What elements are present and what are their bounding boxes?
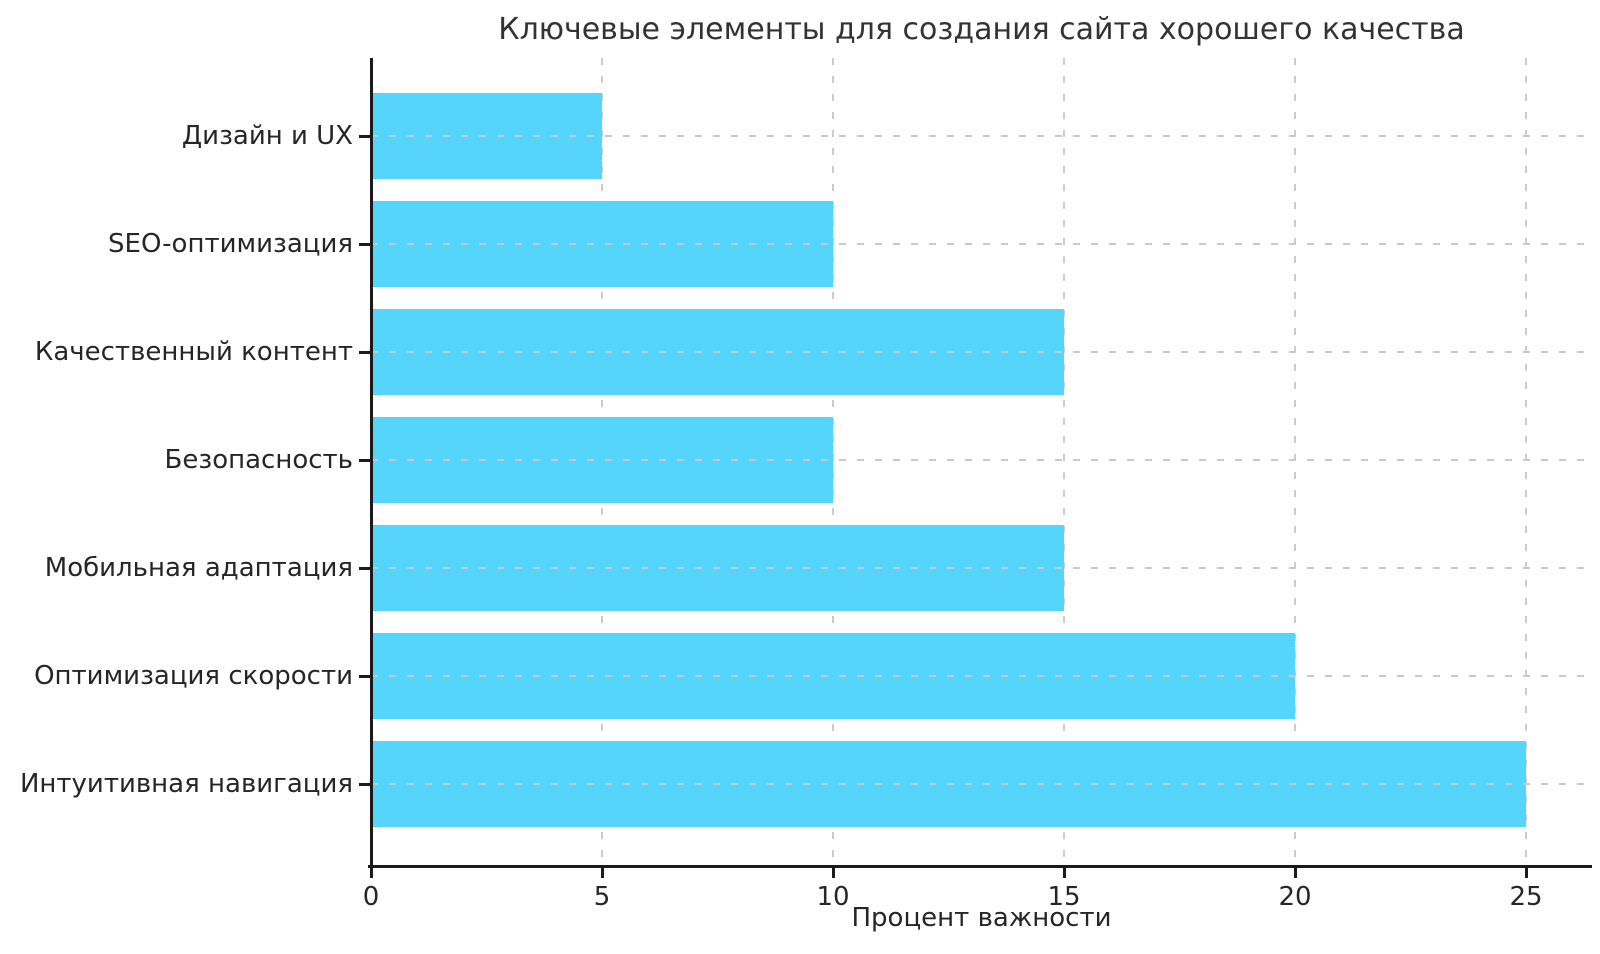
x-tick bbox=[831, 866, 835, 878]
y-tick bbox=[359, 566, 371, 570]
x-tick-label: 0 bbox=[362, 882, 380, 912]
y-tick-label: Качественный контент bbox=[34, 337, 353, 367]
h-gridline bbox=[371, 783, 1592, 785]
y-tick-label: Мобильная адаптация bbox=[44, 553, 353, 583]
x-tick-label: 25 bbox=[1509, 882, 1543, 912]
x-tick bbox=[1293, 866, 1297, 878]
x-tick-label: 15 bbox=[1047, 882, 1081, 912]
x-axis-line bbox=[368, 864, 1592, 868]
v-gridline bbox=[1294, 58, 1296, 866]
x-tick-label: 5 bbox=[593, 882, 611, 912]
v-gridline bbox=[1063, 58, 1065, 866]
y-tick-label: Интуитивная навигация bbox=[19, 769, 353, 799]
h-gridline bbox=[371, 567, 1592, 569]
y-tick-label: Дизайн и UX bbox=[181, 121, 353, 151]
x-tick bbox=[369, 866, 373, 878]
x-tick bbox=[1062, 866, 1066, 878]
x-tick bbox=[600, 866, 604, 878]
h-gridline bbox=[371, 243, 1592, 245]
h-gridline bbox=[371, 675, 1592, 677]
plot-area: 0 5 10 15 20 25 Дизайн и UX SEO-оптимизация Каче… bbox=[20, 58, 1592, 912]
y-tick bbox=[359, 350, 371, 354]
y-axis-line bbox=[369, 58, 373, 868]
y-tick bbox=[359, 458, 371, 462]
h-gridline bbox=[371, 135, 1592, 137]
v-gridline bbox=[832, 58, 834, 866]
x-axis-title: Процент важности bbox=[851, 903, 1112, 933]
y-tick bbox=[359, 782, 371, 786]
x-tick-label: 10 bbox=[816, 882, 850, 912]
y-tick bbox=[359, 242, 371, 246]
y-tick bbox=[359, 674, 371, 678]
x-tick bbox=[1524, 866, 1528, 878]
y-tick-label: Безопасность bbox=[164, 445, 353, 475]
h-gridline bbox=[371, 459, 1592, 461]
y-tick-label: Оптимизация скорости bbox=[34, 661, 353, 691]
h-gridline bbox=[371, 351, 1592, 353]
x-tick-label: 20 bbox=[1278, 882, 1312, 912]
y-tick-label: SEO-оптимизация bbox=[108, 229, 353, 259]
v-gridline bbox=[1525, 58, 1527, 866]
y-tick bbox=[359, 134, 371, 138]
chart-title: Ключевые элементы для создания сайта хор… bbox=[498, 12, 1465, 47]
